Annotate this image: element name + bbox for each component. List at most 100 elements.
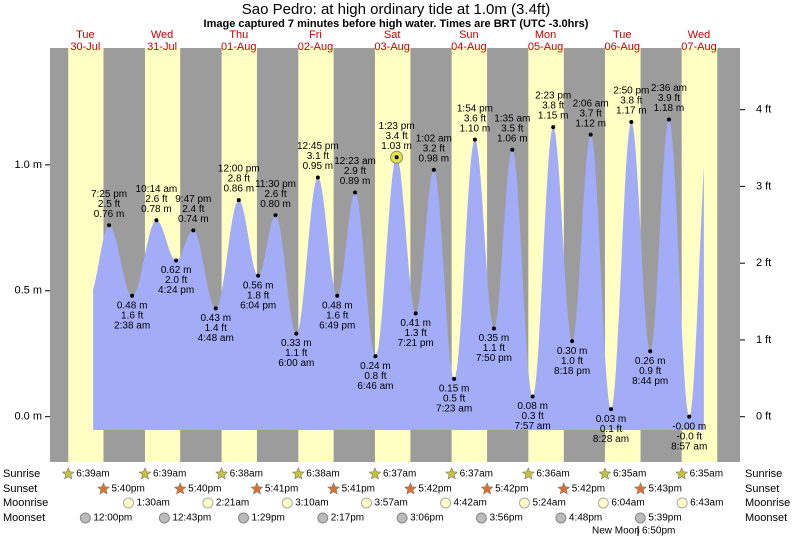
date-label: 03-Aug [374, 41, 409, 53]
tide-m-label: 0.26 m [635, 356, 666, 367]
moonset-time: 12:43pm [172, 513, 211, 524]
sunrise-time: 6:35am [613, 469, 646, 480]
tide-m-label: 0.24 m [360, 361, 391, 372]
moonrise-icon [440, 497, 452, 509]
tide-time-label: 12:00 pm [218, 164, 260, 175]
chart-title: Sao Pedro: at high ordinary tide at 1.0m… [242, 1, 551, 18]
tide-ft-label: 3.8 ft [620, 96, 642, 107]
tide-ft-label: -0.0 ft [676, 431, 702, 442]
tide-time-label: 7:57 am [515, 421, 551, 432]
tide-ft-label: 0.3 ft [522, 411, 544, 422]
moon-phase: New Moon [592, 526, 640, 537]
tide-point [394, 155, 399, 160]
tide-ft-label: 2.0 ft [165, 275, 187, 286]
tide-time-label: 6:04 pm [240, 300, 276, 311]
date-label: 30-Jul [70, 41, 100, 53]
tide-time-label: 12:45 pm [297, 141, 339, 152]
sunrise-icon [521, 467, 535, 480]
moonrise-icon [281, 497, 293, 509]
sunrise-icon [445, 467, 459, 480]
sunset-time: 5:40pm [111, 484, 144, 495]
tide-m-label: 0.76 m [94, 209, 125, 220]
tide-ft-label: 1.1 ft [285, 348, 307, 359]
tide-time-label: 8:28 am [593, 434, 629, 445]
tide-point [491, 326, 496, 331]
tide-point [510, 147, 515, 152]
sunset-time: 5:42pm [418, 484, 451, 495]
tide-point [256, 273, 261, 278]
sunrise-time: 6:37am [383, 469, 416, 480]
tide-time-label: 7:50 pm [476, 353, 512, 364]
sunset-time: 5:42pm [572, 484, 605, 495]
sunset-time: 5:41pm [342, 484, 375, 495]
moonset-time: 4:48pm [569, 513, 602, 524]
tide-m-label: 0.89 m [340, 176, 371, 187]
tide-time-label: 2:38 am [114, 320, 150, 331]
moonrise-icon [597, 497, 609, 509]
tide-ft-label: 3.7 ft [580, 108, 602, 119]
tide-time-label: 7:21 pm [398, 338, 434, 349]
tide-time-label: 8:44 pm [632, 376, 668, 387]
plot: 7:25 pm2.5 ft0.76 m0.48 m1.6 ft2:38 am10… [91, 83, 707, 452]
tide-ft-label: 3.6 ft [464, 113, 486, 124]
tide-point [130, 293, 135, 298]
moonset-icon [555, 512, 567, 524]
tide-point [666, 117, 671, 122]
day-label: Sun [459, 29, 479, 41]
tide-point [373, 354, 378, 359]
moonrise-time: 4:42am [454, 498, 487, 509]
moonrise-time: 6:43am [690, 498, 723, 509]
tide-ft-label: 3.9 ft [658, 93, 680, 104]
sunset-icon [250, 482, 264, 495]
tide-m-label: 1.03 m [381, 141, 412, 152]
row-label: Moonset [745, 512, 787, 524]
tide-m-label: 0.08 m [517, 401, 548, 412]
day-label: Mon [535, 29, 556, 41]
tide-m-label: 0.98 m [419, 154, 450, 165]
tide-m-label: 0.62 m [161, 265, 192, 276]
tide-point [431, 167, 436, 172]
tide-point [335, 293, 340, 298]
tide-ft-label: 0.9 ft [639, 366, 661, 377]
sunset-icon [173, 482, 187, 495]
tide-point [687, 414, 692, 419]
moonrise-time: 6:04am [611, 498, 644, 509]
tide-time-label: 2:06 am [573, 98, 609, 109]
tide-point [570, 339, 575, 344]
tide-m-label: 1.10 m [460, 123, 491, 134]
tide-time-label: 11:30 pm [255, 179, 296, 190]
tide-m-label: 0.33 m [281, 338, 312, 349]
tide-ft-label: 1.1 ft [483, 343, 505, 354]
sunset-icon [634, 482, 648, 495]
day-label: Wed [688, 29, 710, 41]
sunrise-time: 6:36am [536, 469, 569, 480]
row-label: Moonrise [3, 497, 48, 509]
row-label: Moonrise [745, 497, 790, 509]
moonrise-icon [360, 497, 372, 509]
tide-m-label: 0.78 m [141, 204, 172, 215]
tide-point [273, 213, 278, 218]
tide-time-label: 12:23 am [334, 156, 376, 167]
tide-time-label: 6:46 am [357, 381, 393, 392]
row-label: Moonset [3, 512, 45, 524]
moonset-icon [634, 512, 646, 524]
sunrise-time: 6:39am [153, 469, 186, 480]
tide-time-label: 1:54 pm [457, 103, 493, 114]
moonrise-time: 3:57am [374, 498, 407, 509]
tide-time-label: 6:49 pm [319, 320, 355, 331]
sunrise-time: 6:35am [690, 469, 723, 480]
tide-ft-label: 2.6 ft [264, 189, 286, 200]
y2-tick-label: 2 ft [756, 257, 771, 269]
moonset-time: 3:06pm [410, 513, 443, 524]
tide-time-label: 4:48 am [198, 333, 234, 344]
tide-ft-label: 3.4 ft [385, 131, 407, 142]
sunset-time: 5:43pm [649, 484, 682, 495]
tide-ft-label: 0.1 ft [600, 424, 622, 435]
sunset-time: 5:42pm [495, 484, 528, 495]
tide-point [472, 137, 477, 142]
y2-tick-label: 0 ft [756, 411, 771, 423]
moonset-icon [396, 512, 408, 524]
tide-ft-label: 3.5 ft [501, 123, 523, 134]
tide-point [551, 125, 556, 130]
